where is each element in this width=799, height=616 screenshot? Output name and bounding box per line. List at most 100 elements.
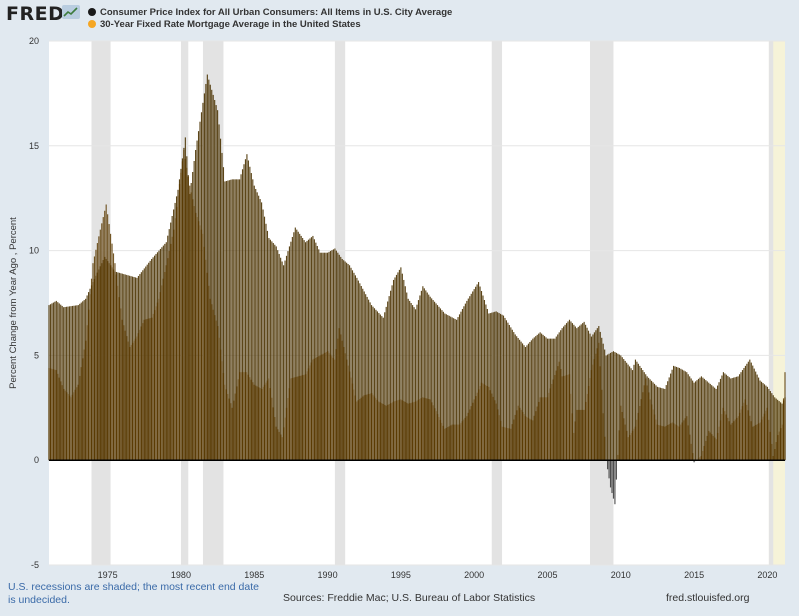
bar-mortgage	[332, 357, 335, 461]
bar-cpi	[206, 74, 208, 461]
bar-mortgage	[203, 246, 205, 461]
bar-mortgage	[385, 405, 387, 461]
bar-mortgage	[413, 401, 415, 461]
bar-cpi	[370, 305, 373, 461]
bar-cpi	[68, 306, 71, 461]
bar-mortgage	[645, 378, 647, 461]
bar-cpi	[381, 316, 383, 461]
bar-mortgage	[466, 416, 468, 461]
legend-label-cpi: Consumer Price Index for All Urban Consu…	[100, 7, 453, 18]
bar-cpi	[536, 334, 538, 461]
bar-cpi	[222, 167, 225, 461]
bar-mortgage	[310, 362, 313, 461]
bar-mortgage	[749, 415, 751, 461]
bar-cpi	[277, 250, 279, 461]
bar-mortgage	[593, 359, 595, 461]
bar-mortgage	[549, 388, 551, 461]
bar-mortgage	[300, 375, 302, 461]
site-link[interactable]: fred.stlouisfed.org	[666, 592, 750, 604]
y-tick-label: 20	[29, 36, 39, 46]
bar-cpi	[498, 313, 500, 461]
bar-mortgage	[612, 460, 615, 499]
bar-mortgage	[447, 427, 449, 461]
bar-cpi	[678, 367, 681, 461]
bar-cpi	[705, 380, 707, 461]
legend-item-mortgage[interactable]: 30-Year Fixed Rate Mortgage Average in t…	[88, 19, 361, 30]
bar-mortgage	[266, 380, 269, 461]
bar-mortgage	[436, 414, 439, 461]
bar-mortgage	[378, 401, 380, 461]
bar-mortgage	[83, 349, 85, 461]
bar-mortgage	[104, 210, 106, 461]
bar-mortgage	[530, 419, 532, 461]
x-tick-labels: 1975 1980 1985 1990 1995 2000 2005 2010 2015 2020	[98, 570, 778, 580]
bar-mortgage	[228, 398, 230, 461]
bar-mortgage	[107, 214, 109, 461]
bar-mortgage	[131, 342, 134, 461]
fred-logo[interactable]: FRED	[6, 3, 65, 25]
bar-cpi	[247, 160, 249, 461]
bar-cpi	[693, 382, 695, 461]
bar-cpi	[633, 364, 635, 461]
bar-mortgage	[533, 415, 535, 461]
bar-cpi	[689, 376, 691, 461]
bar-mortgage	[494, 400, 496, 461]
bar-mortgage	[224, 384, 226, 461]
bar-mortgage	[756, 424, 758, 461]
bar-cpi	[750, 362, 752, 461]
bar-cpi	[236, 179, 238, 461]
bar-mortgage	[520, 409, 522, 461]
bar-mortgage	[146, 318, 148, 461]
bar-mortgage	[217, 326, 219, 461]
bar-mortgage	[303, 374, 305, 461]
y-axis-label: Percent Change from Year Ago , Percent	[8, 217, 19, 389]
bar-mortgage	[123, 325, 125, 461]
bar-cpi	[502, 315, 505, 461]
bar-mortgage	[470, 406, 472, 461]
bar-mortgage	[567, 374, 569, 461]
bar-mortgage	[577, 409, 579, 461]
bar-cpi	[385, 306, 387, 461]
bar-cpi	[233, 179, 235, 461]
bar-cpi	[499, 313, 502, 461]
bar-cpi	[331, 250, 333, 461]
bar-cpi	[438, 306, 440, 461]
bar-mortgage	[730, 424, 732, 461]
bar-mortgage	[174, 218, 176, 461]
bar-cpi	[491, 312, 493, 461]
bar-mortgage	[318, 356, 320, 461]
bar-cpi	[305, 242, 307, 461]
bar-cpi	[771, 393, 773, 461]
bar-mortgage	[350, 377, 352, 461]
bar-mortgage	[655, 419, 657, 461]
bar-cpi	[348, 265, 351, 461]
bar-mortgage	[516, 410, 518, 461]
bar-mortgage	[548, 392, 550, 461]
bar-cpi	[670, 373, 672, 461]
bar-mortgage	[263, 384, 266, 461]
bar-mortgage	[690, 443, 692, 461]
bar-mortgage	[670, 423, 672, 461]
bar-mortgage	[192, 199, 194, 461]
bar-mortgage	[57, 373, 59, 461]
bar-cpi	[775, 398, 777, 461]
bar-cpi	[697, 378, 700, 461]
bar-cpi	[271, 241, 273, 461]
bar-cpi	[310, 237, 313, 461]
bar-mortgage	[410, 402, 412, 461]
bar-mortgage	[328, 352, 330, 461]
legend-item-cpi[interactable]: Consumer Price Index for All Urban Consu…	[88, 7, 452, 18]
bar-cpi	[734, 377, 736, 461]
bar-mortgage	[741, 406, 744, 461]
bar-cpi	[623, 359, 625, 461]
bar-mortgage	[390, 403, 392, 461]
bar-cpi	[414, 309, 417, 461]
bar-mortgage	[649, 399, 651, 461]
bar-mortgage	[283, 427, 285, 461]
bar-mortgage	[759, 422, 761, 461]
bar-cpi	[285, 255, 288, 461]
bar-mortgage	[564, 375, 566, 461]
legend-dot-cpi	[88, 8, 96, 16]
bar-mortgage	[219, 349, 222, 461]
bar-cpi	[494, 311, 496, 461]
